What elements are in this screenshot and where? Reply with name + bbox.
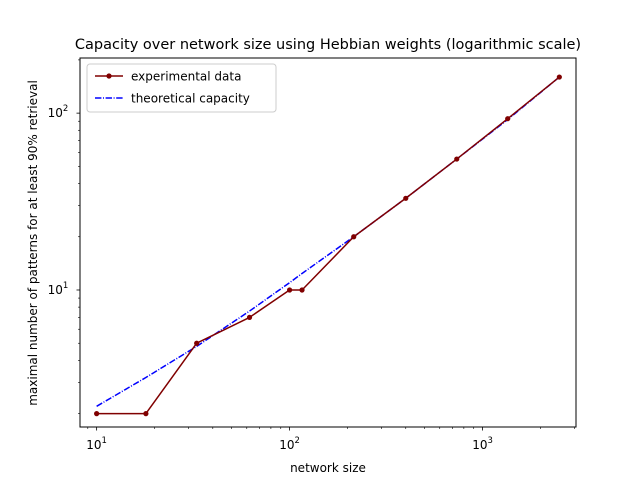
series-line-1 xyxy=(96,76,560,407)
series-line-0 xyxy=(96,76,560,415)
legend: experimental data theoretical capacity xyxy=(86,63,277,113)
data-point xyxy=(286,287,293,293)
ticks-layer: 101 102 103 101 102 xyxy=(48,59,575,452)
plot-frame xyxy=(79,57,577,428)
data-point xyxy=(143,411,149,417)
data-point xyxy=(505,116,511,122)
legend-label-experimental: experimental data xyxy=(131,70,241,84)
legend-box xyxy=(86,63,277,113)
series-layer xyxy=(94,74,562,417)
data-point xyxy=(94,411,100,417)
data-point xyxy=(299,287,305,293)
data-point xyxy=(556,74,562,80)
data-point xyxy=(351,234,357,240)
x-axis-label: network size xyxy=(290,461,366,475)
y-axis-label: maximal number of patterns for at least … xyxy=(26,80,40,406)
y-tick-label: 101 xyxy=(48,281,69,297)
y-tick-label: 102 xyxy=(48,104,69,120)
legend-marker-experimental xyxy=(106,73,112,79)
x-tick-label: 102 xyxy=(279,436,300,452)
data-point xyxy=(403,195,409,201)
chart-title: Capacity over network size using Hebbian… xyxy=(75,37,581,53)
data-point xyxy=(194,340,200,346)
x-tick-label: 103 xyxy=(472,436,493,452)
x-tick-label: 101 xyxy=(86,436,107,452)
data-point xyxy=(246,314,253,320)
data-point xyxy=(454,156,460,162)
legend-label-theoretical: theoretical capacity xyxy=(131,92,250,106)
